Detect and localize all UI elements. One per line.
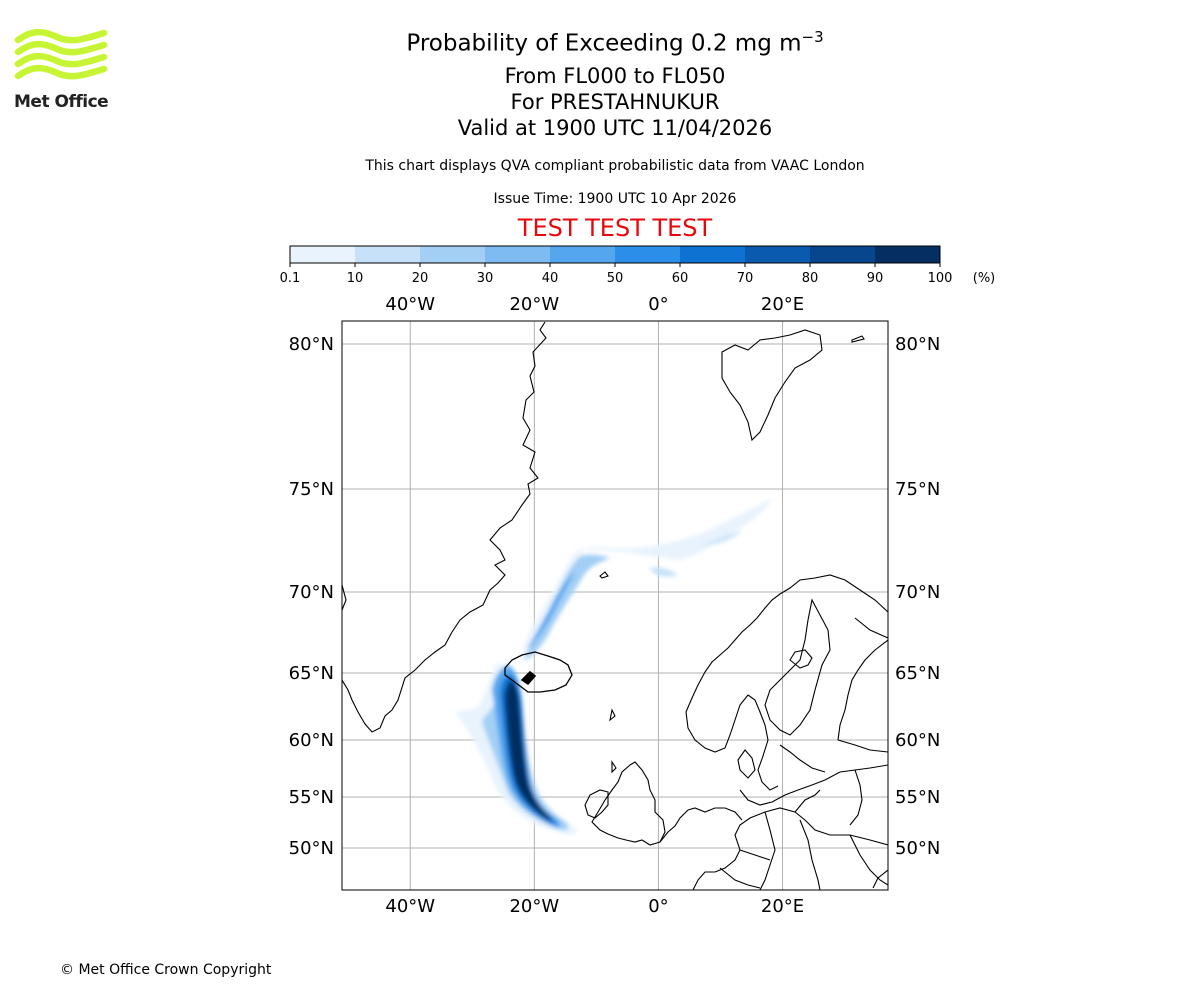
colorbar-segment (875, 246, 940, 263)
lon-label-top: 20°E (761, 294, 804, 315)
colorbar-segment (680, 246, 745, 263)
lon-label-bottom: 20°W (509, 896, 559, 917)
lat-label-right: 80°N (895, 334, 940, 355)
colorbar-segment (550, 246, 615, 263)
colorbar-segment (355, 246, 420, 263)
test-banner: TEST TEST TEST (517, 214, 713, 242)
location-title: For PRESTAHNUKUR (510, 90, 720, 114)
colorbar-tick-label: 100 (928, 271, 953, 286)
lat-label-left: 60°N (289, 730, 334, 751)
lon-label-top: 0° (648, 294, 668, 315)
colorbar-tick-label: 0.1 (280, 271, 301, 286)
lat-label-left: 50°N (289, 838, 334, 859)
colorbar-tick-label: 20 (412, 271, 429, 286)
issue-time: Issue Time: 1900 UTC 10 Apr 2026 (493, 191, 737, 207)
lon-label-top: 40°W (385, 294, 435, 315)
lat-label-left: 75°N (289, 479, 334, 500)
colorbar-unit: (%) (973, 271, 996, 286)
colorbar-segment (290, 246, 355, 263)
lon-label-bottom: 0° (648, 896, 668, 917)
copyright-notice: © Met Office Crown Copyright (60, 962, 272, 978)
lat-label-left: 55°N (289, 787, 334, 808)
lat-label-right: 55°N (895, 787, 940, 808)
lat-label-right: 70°N (895, 582, 940, 603)
colorbar-segment (485, 246, 550, 263)
colorbar-tick-label: 60 (672, 271, 689, 286)
lat-label-right: 50°N (895, 838, 940, 859)
lon-label-top: 20°W (509, 294, 559, 315)
flight-level-range: From FL000 to FL050 (504, 64, 726, 88)
colorbar-tick-label: 40 (542, 271, 559, 286)
met-office-logo (14, 28, 108, 80)
colorbar-tick-label: 10 (347, 271, 364, 286)
colorbar-tick-label: 90 (867, 271, 884, 286)
map-frame (341, 320, 889, 891)
ash-probability-field (455, 498, 772, 835)
colorbar-tick-label: 30 (477, 271, 494, 286)
colorbar-segment (615, 246, 680, 263)
valid-time: Valid at 1900 UTC 11/04/2026 (457, 116, 773, 140)
colorbar-tick-label: 80 (802, 271, 819, 286)
colorbar: 0.1 10 20 30 40 50 60 70 80 90 100 (%) (280, 245, 996, 286)
lat-label-right: 60°N (895, 730, 940, 751)
lat-label-left: 65°N (289, 663, 334, 684)
met-office-logo-text: Met Office (14, 92, 109, 112)
chart-title: Probability of Exceeding 0.2 mg m−3 (406, 28, 824, 57)
lat-label-right: 75°N (895, 479, 940, 500)
lat-label-right: 65°N (895, 663, 940, 684)
lat-label-left: 80°N (289, 334, 334, 355)
coastlines (342, 321, 888, 890)
colorbar-segment (745, 246, 810, 263)
chart-description: This chart displays QVA compliant probab… (365, 158, 865, 174)
colorbar-tick-label: 70 (737, 271, 754, 286)
lon-label-bottom: 40°W (385, 896, 435, 917)
colorbar-tick-label: 50 (607, 271, 624, 286)
colorbar-segment (810, 246, 875, 263)
colorbar-segment (420, 246, 485, 263)
lat-label-left: 70°N (289, 582, 334, 603)
lon-label-bottom: 20°E (761, 896, 804, 917)
